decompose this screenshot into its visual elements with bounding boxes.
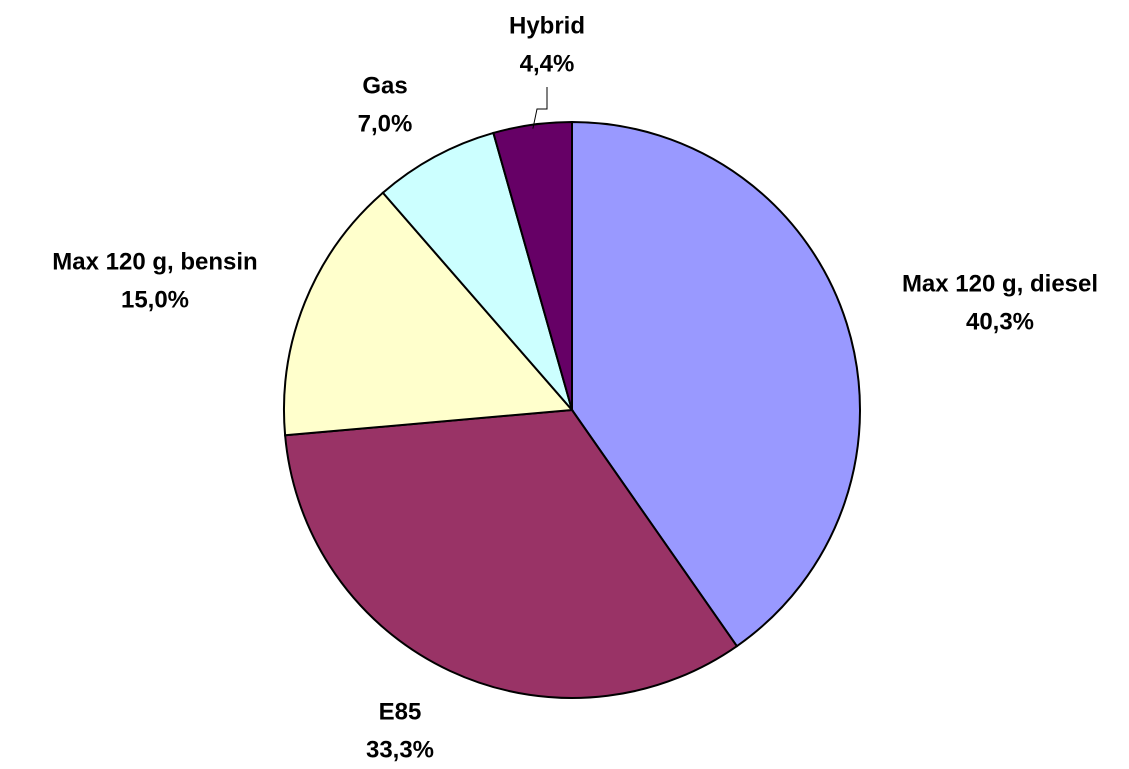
- pie-slice: [381, 131, 573, 411]
- slice-label: Max 120 g, bensin: [52, 248, 257, 275]
- value-label: 33,3%: [366, 736, 434, 763]
- pie-slice: [284, 408, 739, 699]
- slice-label: Gas: [362, 72, 407, 99]
- slice-label: Hybrid: [509, 12, 585, 39]
- leader-line: [532, 87, 548, 129]
- value-label: 4,4%: [520, 50, 575, 77]
- value-label: 7,0%: [358, 110, 413, 137]
- pie-slice: [283, 191, 575, 437]
- slice-label: Max 120 g, diesel: [902, 270, 1098, 297]
- pie-slice: [492, 120, 573, 411]
- pie-slice: [571, 120, 861, 648]
- value-label: 40,3%: [966, 308, 1034, 335]
- slice-label: E85: [379, 698, 422, 725]
- value-label: 15,0%: [121, 286, 189, 313]
